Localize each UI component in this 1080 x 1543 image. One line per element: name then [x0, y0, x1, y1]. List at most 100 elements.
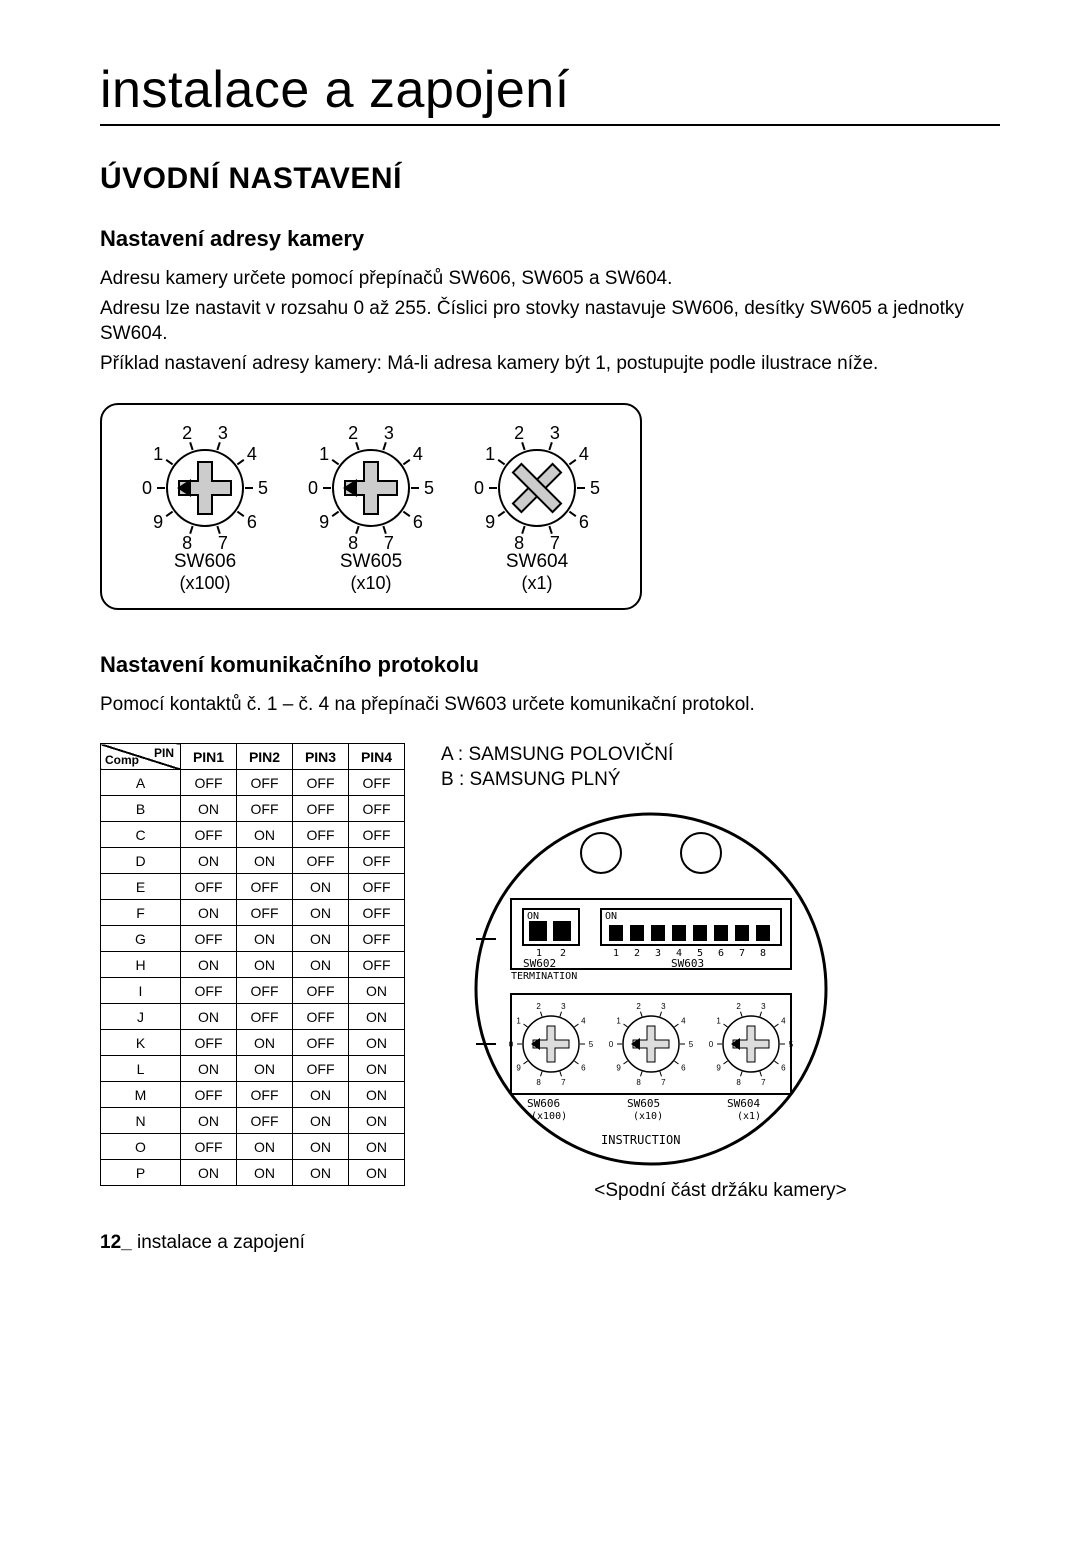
cell: ON	[237, 1030, 293, 1056]
cell: OFF	[349, 926, 405, 952]
svg-text:1: 1	[616, 1016, 621, 1025]
svg-text:8: 8	[536, 1078, 541, 1087]
svg-text:3: 3	[550, 423, 560, 443]
table-row: JONOFFOFFON	[101, 1004, 405, 1030]
cell: OFF	[293, 848, 349, 874]
cell: OFF	[181, 926, 237, 952]
svg-text:2: 2	[736, 1002, 741, 1011]
table-row: KOFFONOFFON	[101, 1030, 405, 1056]
svg-text:SW605: SW605	[627, 1097, 660, 1110]
svg-text:9: 9	[516, 1063, 521, 1072]
cell: OFF	[349, 874, 405, 900]
table-row: LONONOFFON	[101, 1056, 405, 1082]
svg-text:9: 9	[716, 1063, 721, 1072]
svg-text:6: 6	[247, 512, 257, 532]
cell: OFF	[293, 1056, 349, 1082]
table-col-header: PIN1	[181, 744, 237, 770]
svg-text:8: 8	[636, 1078, 641, 1087]
rotary-dial: 0123456789SW604(x1)	[462, 423, 612, 594]
page-footer: 12_ instalace a zapojení	[100, 1232, 1000, 1254]
cell: OFF	[237, 1108, 293, 1134]
dial-multiplier: (x10)	[350, 573, 391, 594]
svg-text:(x10): (x10)	[633, 1111, 663, 1122]
svg-text:1: 1	[716, 1016, 721, 1025]
svg-text:4: 4	[581, 1016, 586, 1025]
address-p1: Adresu kamery určete pomocí přepínačů SW…	[100, 266, 1000, 292]
svg-text:9: 9	[319, 512, 329, 532]
svg-text:SW606: SW606	[527, 1097, 560, 1110]
footer-text: instalace a zapojení	[137, 1232, 305, 1253]
svg-text:INSTRUCTION: INSTRUCTION	[601, 1133, 680, 1147]
svg-text:3: 3	[384, 423, 394, 443]
row-key: L	[101, 1056, 181, 1082]
svg-text:2: 2	[514, 423, 524, 443]
legend-b: B : SAMSUNG PLNÝ	[441, 768, 1000, 793]
svg-text:SW603: SW603	[671, 957, 704, 970]
cell: ON	[293, 900, 349, 926]
cell: ON	[181, 1056, 237, 1082]
cell: OFF	[237, 1082, 293, 1108]
table-row: PONONONON	[101, 1160, 405, 1186]
bracket-caption: <Spodní část držáku kamery>	[441, 1180, 1000, 1202]
cell: OFF	[181, 822, 237, 848]
svg-text:2: 2	[182, 423, 192, 443]
row-key: F	[101, 900, 181, 926]
svg-text:4: 4	[413, 443, 423, 463]
svg-text:SW602: SW602	[523, 957, 556, 970]
cell: OFF	[293, 796, 349, 822]
cell: ON	[237, 848, 293, 874]
row-key: D	[101, 848, 181, 874]
table-row: OOFFONONON	[101, 1134, 405, 1160]
protocol-table: PINCompPIN1PIN2PIN3PIN4 AOFFOFFOFFOFFBON…	[100, 743, 405, 1186]
svg-text:6: 6	[681, 1063, 686, 1072]
dial-illustration-box: 0123456789SW606(x100)0123456789SW605(x10…	[100, 403, 642, 610]
cell: OFF	[237, 1004, 293, 1030]
svg-text:1: 1	[613, 948, 619, 959]
cell: ON	[349, 1082, 405, 1108]
cell: ON	[181, 1108, 237, 1134]
dial-name: SW604	[506, 551, 568, 573]
cell: OFF	[237, 978, 293, 1004]
dial-name: SW606	[174, 551, 236, 573]
svg-text:4: 4	[247, 443, 257, 463]
cell: OFF	[349, 770, 405, 796]
svg-text:5: 5	[590, 478, 600, 498]
row-key: I	[101, 978, 181, 1004]
cell: OFF	[293, 978, 349, 1004]
cell: OFF	[237, 770, 293, 796]
table-row: IOFFOFFOFFON	[101, 978, 405, 1004]
page-title: instalace a zapojení	[100, 60, 1000, 126]
address-p2: Adresu lze nastavit v rozsahu 0 až 255. …	[100, 296, 1000, 347]
cell: ON	[181, 848, 237, 874]
cell: ON	[181, 796, 237, 822]
svg-text:7: 7	[739, 948, 745, 959]
cell: OFF	[293, 822, 349, 848]
cell: OFF	[181, 1082, 237, 1108]
row-key: K	[101, 1030, 181, 1056]
svg-text:6: 6	[581, 1063, 586, 1072]
svg-text:ON: ON	[605, 911, 617, 922]
cell: ON	[237, 926, 293, 952]
cell: OFF	[181, 1134, 237, 1160]
address-p3: Příklad nastavení adresy kamery: Má-li a…	[100, 351, 1000, 377]
svg-text:3: 3	[655, 948, 661, 959]
table-col-header: PIN3	[293, 744, 349, 770]
cell: OFF	[293, 1030, 349, 1056]
rotary-dial: 0123456789SW605(x10)	[296, 423, 446, 594]
table-row: GOFFONONOFF	[101, 926, 405, 952]
cell: ON	[237, 1056, 293, 1082]
svg-text:5: 5	[424, 478, 434, 498]
cell: ON	[181, 1004, 237, 1030]
row-key: N	[101, 1108, 181, 1134]
dial-name: SW605	[340, 551, 402, 573]
svg-text:0: 0	[609, 1040, 614, 1049]
svg-text:3: 3	[661, 1002, 666, 1011]
bracket-diagram: ON 1 2 SW602 TERMINATION ON 12345678 SW6…	[441, 809, 861, 1169]
svg-text:4: 4	[579, 443, 589, 463]
cell: ON	[293, 1134, 349, 1160]
svg-text:2: 2	[636, 1002, 641, 1011]
table-row: FONOFFONOFF	[101, 900, 405, 926]
cell: ON	[293, 1082, 349, 1108]
cell: OFF	[349, 900, 405, 926]
cell: OFF	[237, 796, 293, 822]
